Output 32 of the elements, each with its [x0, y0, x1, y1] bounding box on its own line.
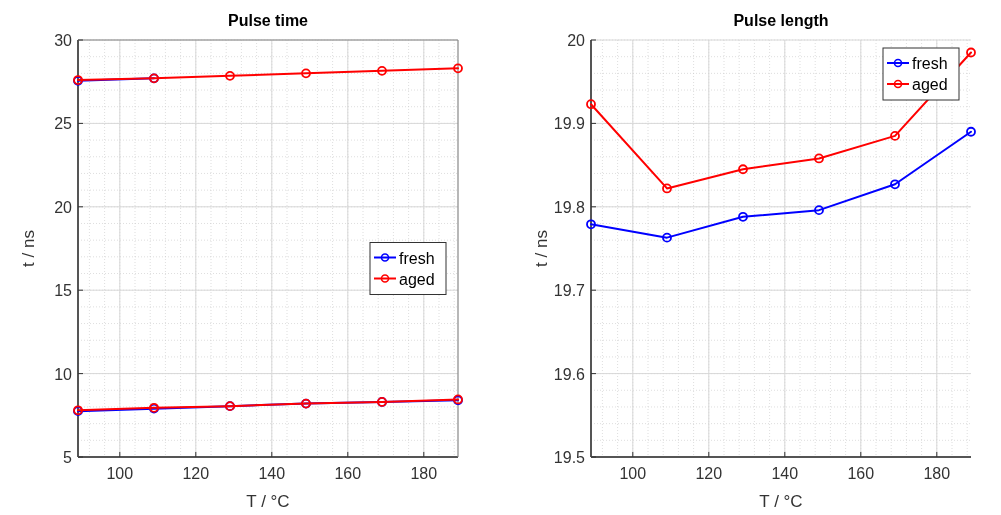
y-tick-label: 30 [54, 32, 73, 49]
y-tick-label: 19.5 [553, 449, 586, 466]
x-tick-label: 140 [771, 465, 799, 482]
x-tick-label: 180 [923, 465, 951, 482]
y-axis-title: t / ns [532, 230, 551, 267]
x-tick-label: 140 [258, 465, 286, 482]
y-tick-label: 19.7 [553, 282, 586, 300]
x-tick-label: 160 [847, 465, 875, 482]
y-tick-label: 10 [54, 365, 73, 383]
x-tick-label: 180 [410, 465, 438, 482]
y-tick-label: 20 [567, 32, 586, 49]
x-tick-label: 160 [334, 465, 362, 482]
x-tick-label: 100 [106, 465, 134, 482]
y-axis-title: t / ns [19, 230, 38, 267]
x-axis-title: T / °C [246, 492, 290, 511]
y-tick-label: 19.9 [553, 115, 586, 133]
chart-title: Pulse time [227, 12, 309, 29]
y-tick-label: 25 [54, 115, 73, 133]
y-tick-label: 15 [54, 282, 73, 300]
y-tick-label: 20 [54, 198, 73, 216]
legend-label: aged [912, 76, 948, 93]
x-tick-label: 100 [619, 465, 647, 482]
legend-label: fresh [912, 55, 948, 72]
y-tick-label: 19.8 [553, 198, 586, 216]
y-tick-label: 19.6 [553, 365, 586, 383]
x-axis-title: T / °C [759, 492, 803, 511]
legend-label: fresh [399, 249, 435, 267]
chart-title: Pulse length [733, 12, 829, 29]
x-tick-label: 120 [695, 465, 723, 482]
x-tick-label: 120 [182, 465, 210, 482]
y-tick-label: 5 [63, 449, 73, 466]
legend-label: aged [399, 270, 435, 288]
